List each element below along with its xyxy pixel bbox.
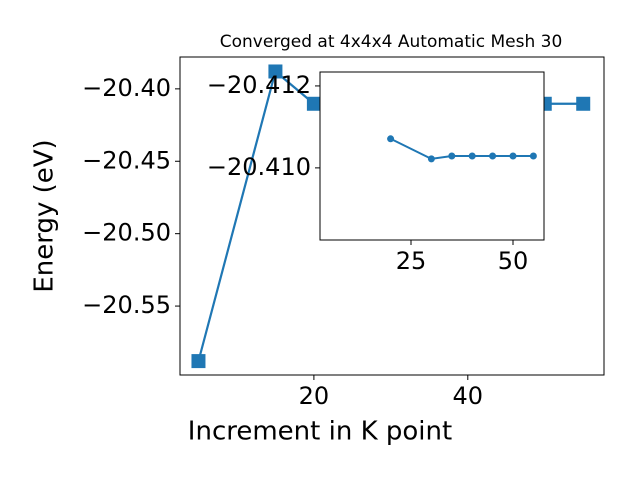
y-tick-label: −20.412: [207, 71, 311, 99]
y-axis-label: Energy (eV): [30, 139, 60, 292]
data-point: [529, 152, 537, 160]
x-tick-label: 40: [453, 382, 484, 410]
data-point: [448, 152, 456, 160]
data-point: [509, 152, 517, 160]
data-point: [576, 96, 591, 111]
x-tick-label: 20: [299, 382, 330, 410]
chart-title: Converged at 4x4x4 Automatic Mesh 30: [220, 32, 563, 52]
x-axis-label: Increment in K point: [188, 417, 452, 447]
y-tick-label: −20.50: [82, 219, 171, 247]
data-point: [489, 152, 497, 160]
data-point: [468, 152, 476, 160]
data-point: [387, 135, 395, 143]
plot-frame: [179, 56, 605, 376]
y-tick-label: −20.40: [82, 74, 171, 102]
y-tick-label: −20.410: [207, 153, 311, 181]
plot-area: [387, 135, 537, 163]
y-tick-label: −20.55: [82, 291, 171, 319]
y-tick-label: −20.45: [82, 146, 171, 174]
data-point: [191, 354, 206, 369]
data-point: [268, 64, 283, 79]
data-point: [427, 155, 435, 163]
plot-frame: [319, 71, 545, 241]
data-point: [306, 96, 321, 111]
x-tick-label: 25: [396, 247, 427, 275]
x-tick-label: 50: [498, 247, 529, 275]
